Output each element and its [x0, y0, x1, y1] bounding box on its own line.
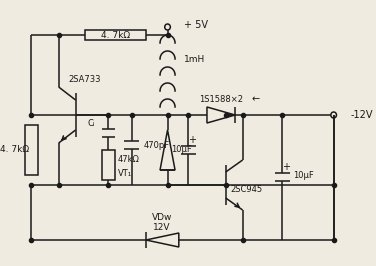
Text: 1S1588×2: 1S1588×2 — [199, 94, 243, 103]
Text: 4. 7kΩ: 4. 7kΩ — [101, 31, 130, 39]
Text: 470pF: 470pF — [143, 140, 169, 149]
Text: 10μF: 10μF — [171, 146, 192, 155]
Text: 4. 7kΩ: 4. 7kΩ — [0, 146, 29, 155]
Text: -12V: -12V — [350, 110, 373, 120]
Text: 47kΩ: 47kΩ — [118, 156, 139, 164]
FancyBboxPatch shape — [102, 150, 115, 180]
Text: VT₁: VT₁ — [118, 168, 132, 177]
Text: +: + — [188, 135, 196, 145]
Text: + 5V: + 5V — [185, 20, 208, 30]
Text: 10μF: 10μF — [293, 171, 314, 180]
Text: 12V: 12V — [153, 223, 171, 232]
FancyBboxPatch shape — [85, 30, 146, 40]
Text: ←: ← — [252, 94, 260, 104]
Text: Cₗ: Cₗ — [87, 118, 94, 127]
Text: 1mH: 1mH — [185, 56, 206, 64]
Text: VDᴡ: VDᴡ — [152, 214, 172, 222]
Text: 2SC945: 2SC945 — [230, 185, 262, 194]
Text: 2SA733: 2SA733 — [68, 76, 100, 85]
FancyBboxPatch shape — [25, 125, 38, 175]
Text: +: + — [282, 162, 290, 172]
